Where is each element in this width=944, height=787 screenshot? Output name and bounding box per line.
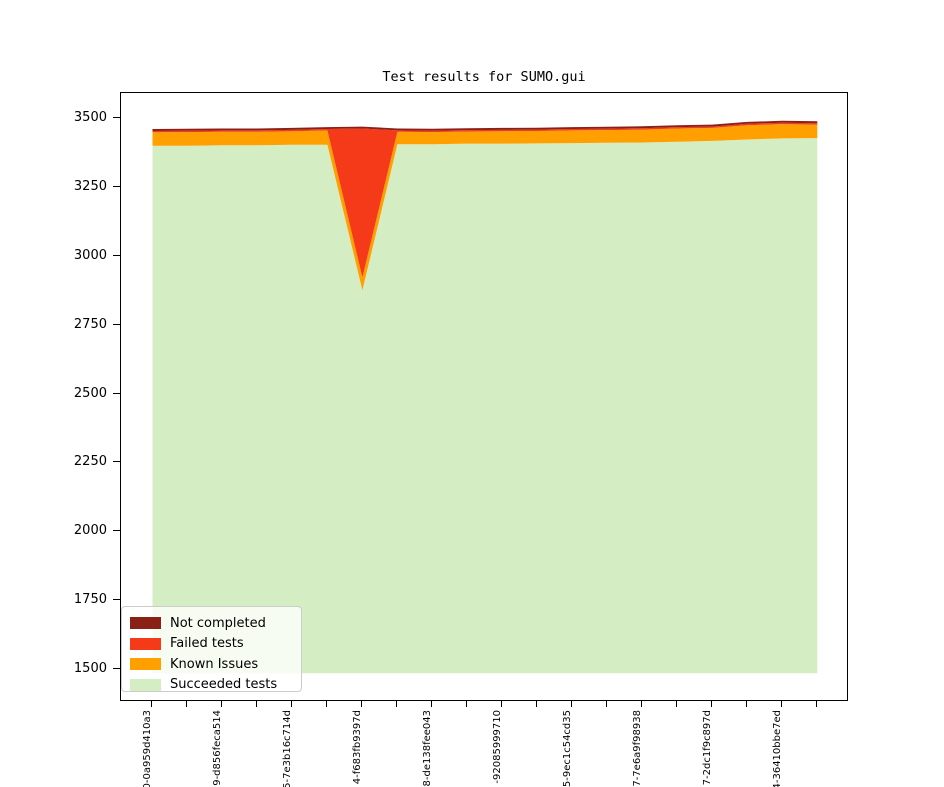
legend-label: Not completed	[170, 615, 266, 631]
x-tick-mark	[606, 701, 608, 707]
legend-entry: Succeeded tests	[130, 675, 293, 696]
x-tick-mark	[676, 701, 678, 707]
area-known-issues	[152, 124, 818, 291]
x-tick-mark	[361, 701, 363, 707]
x-tick-mark	[256, 701, 258, 707]
y-tick-label: 3250	[73, 179, 107, 195]
chart-title: Test results for SUMO.gui	[382, 69, 586, 85]
y-tick-mark	[113, 186, 120, 188]
x-tick-mark	[501, 701, 503, 707]
y-tick-label: 1750	[73, 591, 107, 607]
y-tick-mark	[113, 530, 120, 532]
x-tick-mark	[571, 701, 573, 707]
y-tick-label: 1500	[73, 660, 107, 676]
legend-swatch-failed-tests	[130, 637, 161, 650]
plot-area	[120, 92, 848, 701]
x-tick-label: 5-9ec1c54cd35	[562, 710, 574, 787]
x-tick-mark	[641, 701, 643, 707]
area-succeeded-tests	[152, 138, 818, 674]
x-tick-mark	[186, 701, 188, 707]
x-tick-mark	[781, 701, 783, 707]
x-tick-label: 7-7e6a9f98938	[632, 710, 644, 787]
legend-swatch-known-issues	[130, 658, 161, 671]
x-tick-mark	[816, 701, 818, 707]
y-tick-label: 2000	[73, 523, 107, 539]
x-tick-label: -92085999710	[492, 710, 504, 784]
x-tick-label: 8-de138fee043	[422, 710, 434, 787]
x-tick-mark	[711, 701, 713, 707]
y-tick-mark	[113, 598, 120, 600]
x-tick-mark	[536, 701, 538, 707]
y-tick-label: 3000	[73, 247, 107, 263]
x-tick-mark	[291, 701, 293, 707]
y-tick-mark	[113, 117, 120, 119]
y-tick-label: 2500	[73, 385, 107, 401]
legend-entry: Failed tests	[130, 634, 293, 655]
legend-entry: Not completed	[130, 613, 293, 634]
y-tick-mark	[113, 392, 120, 394]
x-tick-label: 4-f683fb9397d	[352, 710, 364, 785]
x-tick-mark	[326, 701, 328, 707]
y-tick-mark	[113, 254, 120, 256]
legend-label: Known Issues	[170, 656, 259, 672]
legend-swatch-succeeded-tests	[130, 678, 161, 691]
legend-label: Failed tests	[170, 636, 244, 652]
y-tick-label: 2250	[73, 454, 107, 470]
x-tick-mark	[746, 701, 748, 707]
x-tick-label: 5-7e3b16c714d	[282, 710, 294, 787]
stacked-area-plot	[152, 120, 818, 674]
legend-swatch-not-completed	[130, 617, 161, 630]
y-tick-mark	[113, 323, 120, 325]
x-tick-label: 9-d856feca514	[212, 710, 224, 786]
x-tick-mark	[151, 701, 153, 707]
x-tick-mark	[431, 701, 433, 707]
legend: Not completed Failed tests Known Issues Suc…	[121, 606, 302, 692]
y-tick-label: 3500	[73, 110, 107, 126]
y-tick-mark	[113, 667, 120, 669]
x-tick-label: 7-2dc1f9c897d	[702, 710, 714, 786]
x-tick-mark	[221, 701, 223, 707]
x-tick-mark	[466, 701, 468, 707]
x-tick-label: 4-36410bbe7ed	[772, 710, 784, 787]
legend-entry: Known Issues	[130, 654, 293, 675]
x-tick-mark	[396, 701, 398, 707]
y-tick-label: 2750	[73, 316, 107, 332]
y-tick-mark	[113, 461, 120, 463]
area-not-completed	[152, 120, 818, 131]
legend-label: Succeeded tests	[170, 677, 278, 693]
x-tick-label: 0-0a959d410a3	[142, 710, 154, 787]
